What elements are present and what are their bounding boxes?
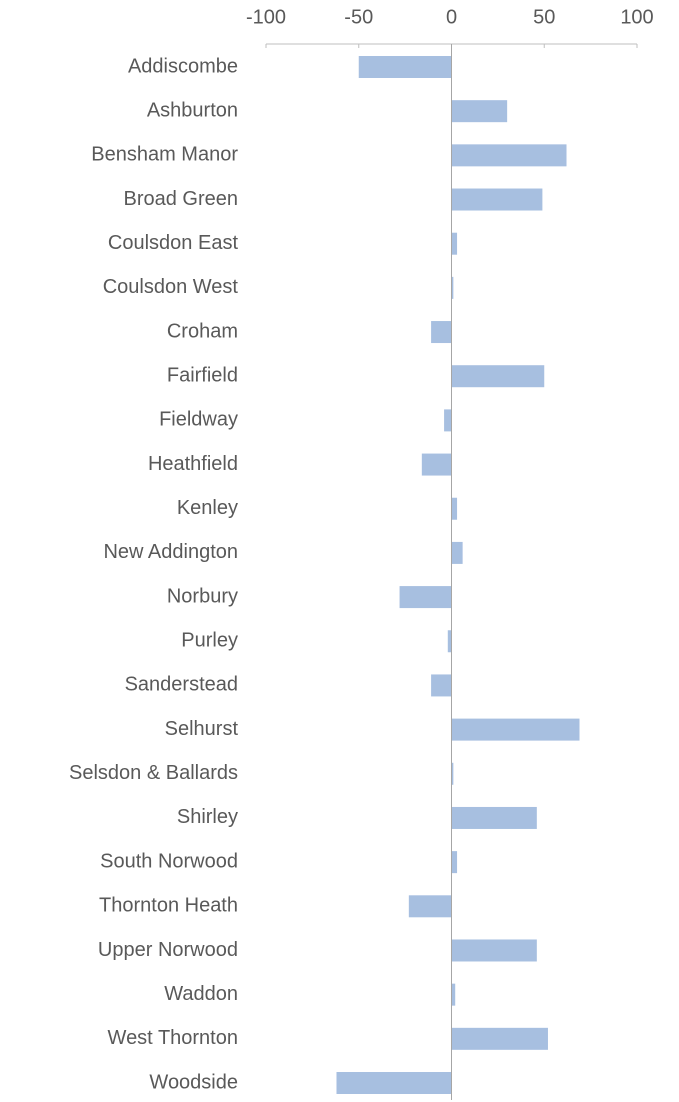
bar: [408, 895, 452, 918]
y-tick-label: Kenley: [177, 497, 238, 519]
y-tick-label: West Thornton: [108, 1027, 238, 1049]
bar: [451, 851, 458, 874]
bar: [451, 232, 458, 255]
bar: [358, 56, 452, 78]
bar: [451, 939, 537, 962]
y-tick-label: Bensham Manor: [91, 144, 238, 166]
y-tick-label: Fieldway: [159, 409, 238, 431]
y-tick-label: Shirley: [177, 806, 238, 828]
bar: [444, 409, 452, 432]
y-tick-label: Fairfield: [167, 364, 238, 386]
bar: [451, 100, 508, 123]
bar: [451, 541, 463, 564]
bar: [431, 674, 452, 697]
y-tick-label: Addiscombe: [128, 55, 238, 77]
bar: [451, 718, 580, 741]
y-tick-label: Selhurst: [165, 718, 239, 740]
bar: [451, 762, 454, 785]
y-tick-label: Coulsdon West: [103, 276, 239, 298]
bar: [451, 144, 567, 167]
y-tick-label: Coulsdon East: [108, 232, 239, 254]
x-tick-label: 100: [620, 6, 653, 28]
bar: [451, 365, 545, 388]
x-tick-label: 50: [533, 6, 555, 28]
x-tick-label: 0: [446, 6, 457, 28]
x-tick-label: -50: [344, 6, 373, 28]
bar: [451, 497, 458, 520]
y-tick-label: Upper Norwood: [98, 939, 238, 961]
y-tick-label: Thornton Heath: [99, 895, 238, 917]
bar: [451, 276, 454, 299]
bar: [431, 321, 452, 344]
y-tick-label: Heathfield: [148, 453, 238, 475]
y-tick-label: Purley: [181, 630, 238, 652]
y-tick-label: Broad Green: [123, 188, 238, 210]
y-tick-label: Woodside: [149, 1071, 238, 1093]
bar: [447, 630, 452, 653]
bar: [421, 453, 452, 476]
y-tick-label: Croham: [167, 320, 238, 342]
bar: [451, 1027, 548, 1050]
y-tick-label: Norbury: [167, 585, 238, 607]
y-tick-label: Selsdon & Ballards: [69, 762, 238, 784]
y-tick-label: Ashburton: [147, 99, 238, 121]
bar: [336, 1072, 452, 1094]
y-tick-label: Waddon: [164, 983, 238, 1005]
bar: [399, 586, 452, 609]
x-tick-label: -100: [246, 6, 286, 28]
bar: [451, 188, 543, 211]
y-tick-label: Sanderstead: [125, 674, 238, 696]
bar: [451, 983, 456, 1006]
y-tick-label: South Norwood: [100, 850, 238, 872]
bar: [451, 806, 537, 829]
y-tick-label: New Addington: [103, 541, 238, 563]
